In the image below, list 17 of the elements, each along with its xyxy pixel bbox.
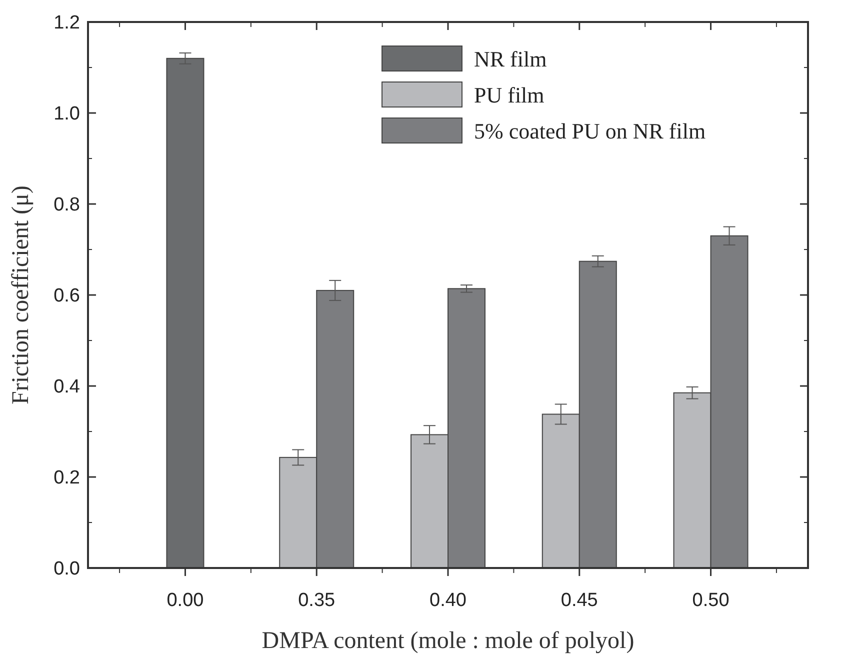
- legend-label: PU film: [474, 82, 544, 108]
- y-tick-label: 0.8: [54, 194, 80, 216]
- x-tick-label: 0.50: [692, 590, 730, 611]
- legend-label: NR film: [474, 46, 547, 72]
- y-tick-label: 0.2: [54, 468, 80, 489]
- x-tick-label: 0.40: [430, 590, 466, 611]
- y-tick-label: 1.0: [54, 104, 80, 125]
- x-tick-label: 0.45: [560, 590, 598, 611]
- x-tick-label: 0.35: [298, 590, 336, 611]
- legend-label: 5% coated PU on NR film: [474, 118, 706, 144]
- y-tick-label: 1.2: [54, 12, 80, 34]
- x-tick-label: 0.00: [166, 590, 204, 611]
- y-axis-title: Friction coefficient (μ): [8, 185, 34, 405]
- y-tick-label: 0.4: [54, 376, 80, 398]
- y-tick-label: 0.0: [54, 558, 80, 580]
- y-tick-label: 0.6: [54, 286, 80, 307]
- x-axis-title: DMPA content (mole : mole of polyol): [262, 628, 634, 654]
